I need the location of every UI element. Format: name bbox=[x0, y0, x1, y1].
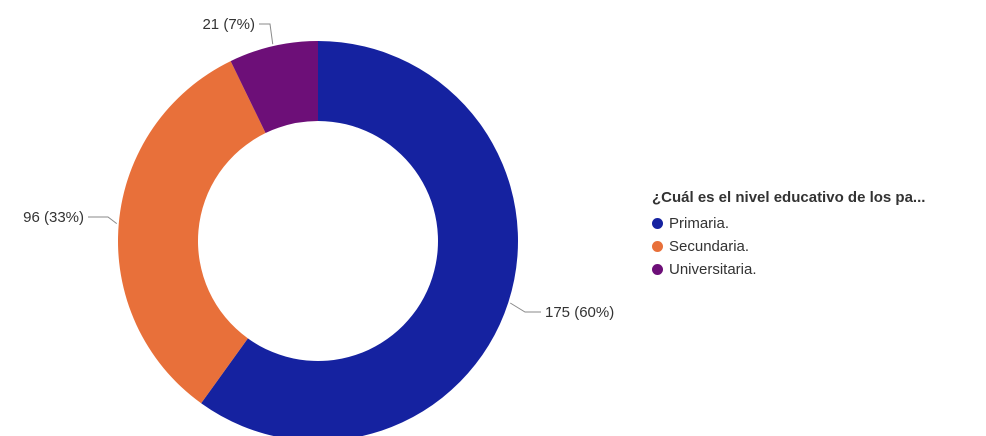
data-label-primaria: 175 (60%) bbox=[545, 304, 614, 321]
leader-line-secundaria bbox=[88, 216, 118, 225]
legend-marker-universitaria bbox=[652, 264, 663, 275]
legend-item-universitaria[interactable]: Universitaria. bbox=[652, 258, 982, 281]
legend-item-secundaria[interactable]: Secundaria. bbox=[652, 235, 982, 258]
legend-label-secundaria: Secundaria. bbox=[669, 238, 750, 255]
slice-universitaria[interactable] bbox=[230, 41, 318, 134]
legend-title: ¿Cuál es el nivel educativo de los pa... bbox=[652, 189, 926, 206]
legend: ¿Cuál es el nivel educativo de los pa...… bbox=[652, 189, 982, 281]
data-label-universitaria: 21 (7%) bbox=[202, 16, 255, 33]
leader-line-universitaria bbox=[259, 23, 274, 45]
slice-secundaria[interactable] bbox=[118, 61, 266, 404]
legend-marker-secundaria bbox=[652, 241, 663, 252]
legend-label-universitaria: Universitaria. bbox=[669, 261, 757, 278]
legend-item-primaria[interactable]: Primaria. bbox=[652, 212, 982, 235]
leader-line-primaria bbox=[509, 302, 541, 313]
data-label-secundaria: 96 (33%) bbox=[23, 209, 84, 226]
legend-marker-primaria bbox=[652, 218, 663, 229]
slice-primaria[interactable] bbox=[201, 41, 518, 436]
legend-label-primaria: Primaria. bbox=[669, 215, 730, 232]
